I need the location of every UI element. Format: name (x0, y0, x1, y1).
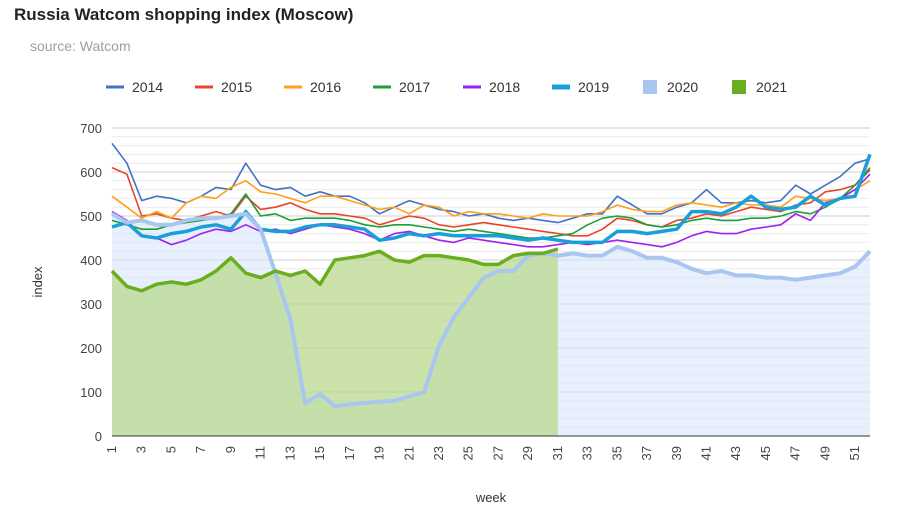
legend-label: 2017 (399, 79, 430, 95)
x-tick-label: 41 (699, 446, 714, 460)
y-tick-label: 400 (80, 253, 102, 268)
legend-item-2015: 2015 (195, 79, 252, 95)
legend-item-2020: 2020 (643, 79, 698, 95)
legend-label: 2021 (756, 79, 787, 95)
legend-item-2019: 2019 (552, 79, 609, 95)
x-tick-label: 13 (282, 446, 297, 460)
chart-title: Russia Watcom shopping index (Moscow) (14, 5, 354, 24)
x-tick-label: 43 (728, 446, 743, 460)
legend-label: 2018 (489, 79, 520, 95)
x-tick-label: 25 (461, 446, 476, 460)
chart-subtitle: source: Watcom (30, 38, 131, 54)
x-tick-label: 29 (520, 446, 535, 460)
series-line-2018 (111, 173, 871, 248)
x-tick-label: 45 (758, 446, 773, 460)
x-tick-label: 49 (817, 446, 832, 460)
x-tick-label: 39 (669, 446, 684, 460)
x-tick-label: 15 (312, 446, 327, 460)
legend-swatch (643, 80, 657, 94)
legend-label: 2014 (132, 79, 163, 95)
legend-label: 2019 (578, 79, 609, 95)
series-line-2016 (111, 180, 871, 219)
x-tick-label: 35 (609, 446, 624, 460)
x-axis-title: week (475, 490, 507, 505)
x-tick-label: 31 (550, 446, 565, 460)
x-tick-label: 37 (639, 446, 654, 460)
series-line-2017 (111, 169, 871, 239)
legend-item-2018: 2018 (463, 79, 520, 95)
legend-label: 2015 (221, 79, 252, 95)
y-tick-label: 100 (80, 385, 102, 400)
x-tick-label: 3 (134, 446, 149, 453)
x-tick-label: 19 (372, 446, 387, 460)
x-tick-label: 23 (431, 446, 446, 460)
x-tick-label: 47 (788, 446, 803, 460)
y-tick-label: 600 (80, 165, 102, 180)
y-tick-label: 300 (80, 297, 102, 312)
x-tick-label: 33 (580, 446, 595, 460)
series-line-2019 (111, 153, 872, 245)
area-2021 (112, 249, 558, 436)
legend-item-2017: 2017 (373, 79, 430, 95)
x-tick-label: 11 (253, 446, 268, 460)
legend-item-2021: 2021 (732, 79, 787, 95)
y-tick-label: 700 (80, 121, 102, 136)
series-line-2014 (111, 142, 871, 224)
legend-item-2014: 2014 (106, 79, 163, 95)
y-tick-label: 0 (95, 429, 102, 444)
x-tick-label: 1 (104, 446, 119, 453)
x-tick-label: 5 (163, 446, 178, 453)
legend-label: 2020 (667, 79, 698, 95)
x-tick-label: 7 (193, 446, 208, 453)
series-line-2020 (110, 211, 872, 409)
legend-item-2016: 2016 (284, 79, 341, 95)
y-tick-label: 200 (80, 341, 102, 356)
legend-swatch (732, 80, 746, 94)
legend-label: 2016 (310, 79, 341, 95)
y-axis-title: index (30, 266, 45, 298)
x-tick-label: 17 (342, 446, 357, 460)
y-tick-label: 500 (80, 209, 102, 224)
x-tick-label: 27 (490, 446, 505, 460)
series-line-2021 (110, 247, 559, 293)
series-line-2015 (111, 166, 871, 237)
x-tick-label: 9 (223, 446, 238, 453)
x-tick-label: 51 (847, 446, 862, 460)
x-tick-label: 21 (401, 446, 416, 460)
